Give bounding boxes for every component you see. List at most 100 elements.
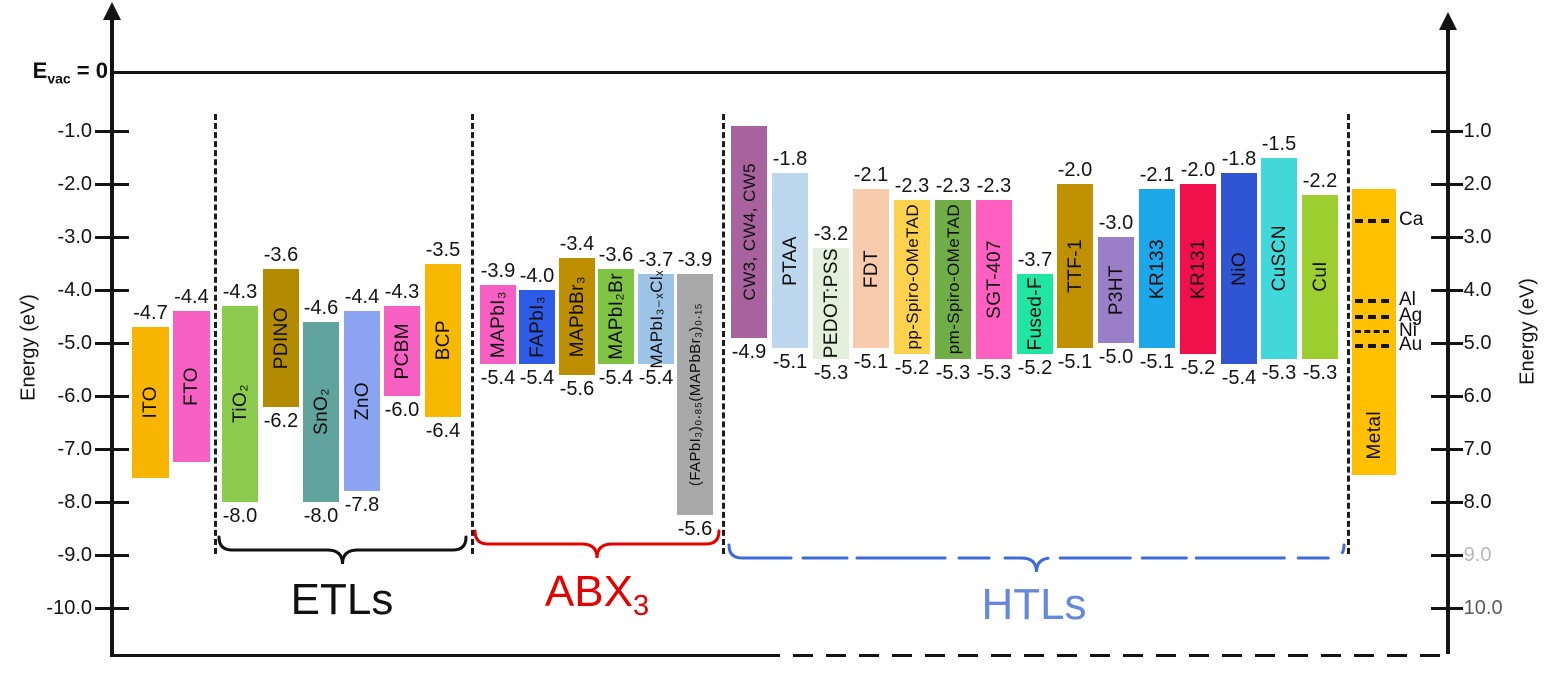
bar-ito: ITO (132, 327, 169, 479)
bar-top-value: -1.5 (1261, 132, 1297, 155)
right-axis-tick (1431, 182, 1463, 186)
bar-top-value: -3.9 (480, 259, 516, 282)
bar-bottom-value: -5.2 (1180, 356, 1216, 379)
bar-top-value: -3.0 (1098, 212, 1134, 234)
bar-top-value: -2.3 (894, 174, 930, 197)
right-axis-tick-label: -2.0 (1457, 173, 1492, 195)
bar-fdt: FDT (853, 189, 889, 349)
right-axis-tick-label: -9.0 (1457, 544, 1492, 566)
bottom-border-dashed (760, 654, 1448, 657)
group-label-subscript: 3 (632, 590, 650, 622)
bar-cuscn: CuSCN (1261, 157, 1297, 359)
left-axis-tick-label: -7.0 (57, 438, 92, 460)
left-axis-tick (95, 341, 129, 345)
bar-mapbi-br: MAPbI₂Br (598, 268, 634, 365)
bar-fused-f: Fused-F (1017, 274, 1053, 354)
left-axis-tick (95, 182, 129, 186)
bar-bottom-value: -5.4 (519, 367, 555, 390)
bar-top-value: -3.9 (677, 249, 713, 272)
left-axis-tick (95, 553, 129, 557)
right-axis-tick (1431, 235, 1463, 239)
bar-cw3-cw4-cw5: CW3, CW4, CW5 (731, 125, 767, 338)
group-label-text: ETLs (290, 575, 394, 624)
bar-top-value: -4.4 (344, 286, 380, 309)
group-separator (722, 114, 725, 554)
bar-top-value: -4.7 (133, 302, 168, 325)
bar-bottom-value: -5.3 (976, 361, 1012, 384)
metal-level-label: Ni (1399, 320, 1417, 342)
bar-top-value: -4.3 (384, 280, 420, 303)
bar-bottom-value: -7.8 (344, 494, 380, 517)
brace-htls (727, 543, 1346, 573)
bar-pm-spiro-ometad: pm-Spiro-OMeTAD (935, 199, 971, 359)
right-axis-tick (1431, 500, 1463, 504)
left-axis-tick (95, 394, 129, 398)
bar-bottom-value: -8.0 (303, 505, 339, 527)
bar-top-value: -3.2 (813, 222, 849, 245)
bar-top-value: -3.7 (1017, 249, 1053, 272)
left-axis-tick (95, 288, 129, 292)
group-label-text: HTLs (981, 580, 1087, 629)
bar-top-value: -2.2 (1302, 169, 1338, 192)
left-axis-arrow-icon (103, 2, 121, 20)
right-axis-tick (1431, 606, 1463, 610)
bar-ptaa: PTAA (772, 173, 808, 349)
bar-top-value: -2.0 (1057, 159, 1093, 181)
left-axis-tick-label: -10.0 (46, 597, 92, 619)
left-axis-tick-label: -2.0 (57, 173, 92, 195)
left-axis-tick (95, 606, 129, 610)
bottom-border-solid (112, 654, 760, 657)
bar-bcp: BCP (425, 263, 461, 418)
bar-top-value: -2.0 (1180, 159, 1216, 181)
bar-top-value: -3.6 (598, 243, 634, 266)
bar-kr131: KR131 (1180, 184, 1216, 354)
right-axis-tick-label: -6.0 (1457, 385, 1492, 407)
metal-level-al (1355, 298, 1389, 303)
right-axis-tick (1431, 447, 1463, 451)
bar-bottom-value: -5.3 (1302, 361, 1338, 384)
bar-bottom-value: -5.2 (894, 356, 930, 379)
left-axis-tick (95, 129, 129, 133)
group-label-abx3: ABX3 (447, 570, 747, 621)
left-axis-tick-label: -3.0 (57, 226, 92, 248)
bar-kr133: KR133 (1139, 189, 1175, 349)
right-axis-tick (1431, 553, 1463, 557)
bar-sno-: SnO₂ (303, 321, 339, 502)
left-axis-tick-label: -6.0 (57, 385, 92, 407)
metal-level-label: Al (1399, 288, 1416, 310)
metal-level-ni (1355, 330, 1389, 334)
bar-pedot-pss: PEDOT:PSS (813, 247, 849, 359)
bar-nio: NiO (1221, 173, 1257, 365)
bar-bottom-value: -5.6 (559, 377, 595, 400)
group-separator (214, 114, 217, 554)
left-axis-tick-label: -1.0 (57, 120, 92, 142)
bar-fapbi-: FAPbI₃ (519, 290, 555, 365)
left-axis-tick-label: -4.0 (57, 279, 92, 301)
bar-bottom-value: -6.4 (425, 420, 461, 443)
bar-bottom-value: -6.0 (384, 399, 420, 421)
right-axis-tick-label: -5.0 (1457, 332, 1492, 354)
bar-pcbm: PCBM (384, 305, 420, 396)
right-axis (1446, 26, 1450, 654)
bar-bottom-value: -5.1 (1139, 351, 1175, 374)
bar-top-value: -1.8 (1221, 148, 1257, 171)
bar-ttf-1: TTF-1 (1057, 184, 1093, 349)
group-separator (1347, 114, 1350, 554)
bar-bottom-value: -4.9 (731, 340, 767, 363)
left-axis-tick-label: -8.0 (57, 491, 92, 513)
vacuum-level-line (112, 71, 1448, 74)
group-separator (471, 114, 474, 554)
bar-mapbi-: MAPbI₃ (480, 284, 516, 365)
bar-top-value: -2.1 (853, 164, 889, 187)
bar-top-value: -4.3 (222, 280, 258, 303)
bar-bottom-value: -5.4 (598, 367, 634, 390)
vacuum-level-label: Evac = 0 (32, 58, 108, 87)
bar-top-value: -4.4 (174, 286, 209, 309)
bar-bottom-value: -5.0 (1098, 346, 1134, 368)
bar-bottom-value: -5.1 (1057, 351, 1093, 374)
right-axis-tick (1431, 394, 1463, 398)
right-axis-tick (1431, 341, 1463, 345)
right-axis-tick-label: -7.0 (1457, 438, 1492, 460)
left-axis-tick (95, 500, 129, 504)
bar-bottom-value: -5.3 (1261, 361, 1297, 384)
